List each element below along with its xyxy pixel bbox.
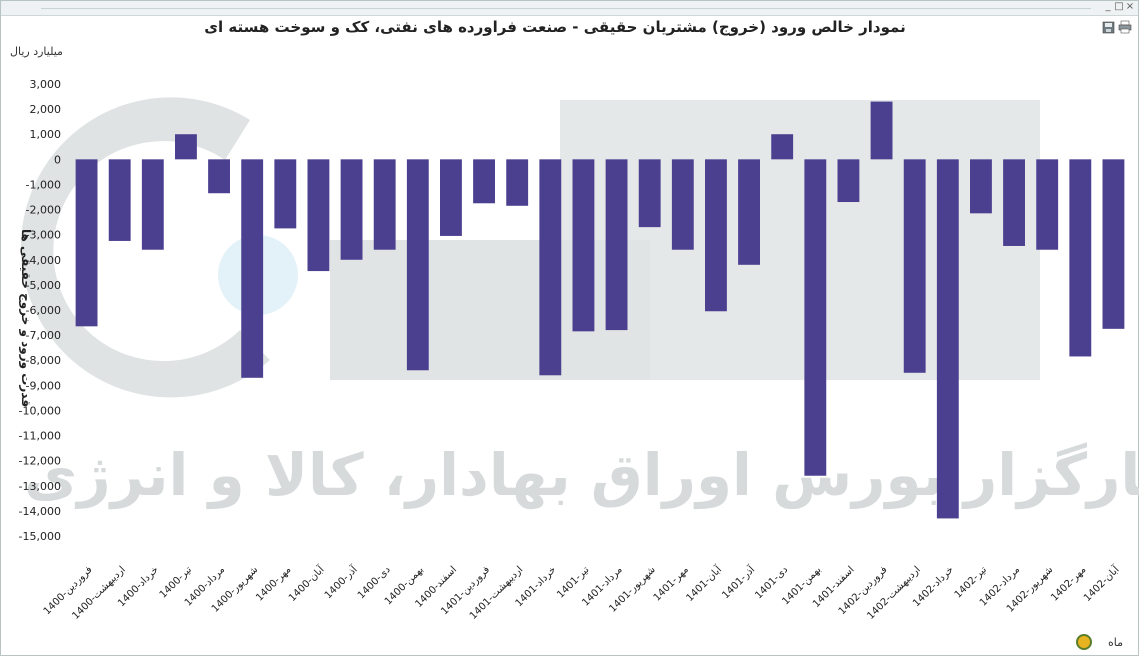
bar[interactable] [837,159,860,203]
save-icon[interactable] [1102,20,1116,34]
bar[interactable] [473,159,495,204]
y-tick-label: -12,000 [19,455,61,468]
y-tick-label: -9,000 [26,379,61,392]
bar[interactable] [506,159,529,206]
y-tick-label: 3,000 [30,78,62,91]
period-label[interactable]: ماه [1108,636,1124,649]
x-tick-label: 1402-آبان [1081,562,1123,604]
bar[interactable] [141,159,164,250]
bar[interactable] [738,159,760,265]
y-tick-label: -2,000 [26,204,61,217]
bar[interactable] [936,159,959,519]
bar[interactable] [572,159,595,332]
y-tick-label: -7,000 [26,329,61,342]
y-tick-label: -6,000 [26,304,61,317]
bar[interactable] [870,101,893,160]
bar[interactable] [175,134,197,160]
refresh-icon[interactable] [1076,634,1092,650]
bar[interactable] [241,159,264,378]
x-tick-label: 1401-آذر [719,562,758,601]
bar[interactable] [970,159,992,214]
bar[interactable] [771,134,794,160]
x-tick-label: 1400-آبان [286,562,328,604]
y-tick-label: -13,000 [19,480,61,493]
bar[interactable] [705,159,727,312]
y-tick-label: -8,000 [26,354,61,367]
bar[interactable] [75,159,98,327]
unit-label: میلیارد ریال [10,45,63,58]
x-tick-label: 1401-آبان [683,562,725,604]
bar[interactable] [373,159,396,250]
y-tick-label: -11,000 [19,430,61,443]
minimize-icon[interactable]: _ [1105,1,1111,12]
print-icon[interactable] [1118,20,1132,34]
bar[interactable] [307,159,330,272]
y-tick-label: -3,000 [26,229,61,242]
chart-title: نمودار خالص ورود (خروج) مشتریان حقیقی - … [204,18,906,36]
y-tick-label: 1,000 [30,128,62,141]
watermark-logo-block [560,100,1040,380]
y-tick-label: -10,000 [19,404,61,417]
close-icon[interactable]: × [1125,1,1135,12]
bar[interactable] [804,159,827,476]
y-tick-label: -5,000 [26,279,61,292]
bar[interactable] [340,159,363,260]
bar[interactable] [1003,159,1025,246]
bar[interactable] [440,159,462,236]
y-tick-label: -4,000 [26,254,61,267]
y-tick-label: -1,000 [26,178,61,191]
y-tick-label: 2,000 [30,103,62,116]
bar[interactable] [1102,159,1125,329]
bar[interactable] [539,159,562,376]
bar[interactable] [274,159,297,229]
y-axis-label: قدرت ورود و خروج حقیقی ها [18,229,33,407]
bar[interactable] [638,159,661,228]
bar[interactable] [1036,159,1059,250]
title-bar-grip [41,8,1091,9]
watermark-text: کارگزار بورس اوراق بهادار، کالا و انرژی [24,441,1139,510]
y-tick-label: -15,000 [19,530,61,543]
y-tick-label: -14,000 [19,505,61,518]
bar[interactable] [208,159,230,194]
y-tick-label: 0 [54,153,61,166]
x-tick-label: 1400-آذر [321,562,360,601]
maximize-icon[interactable]: □ [1114,1,1124,12]
bar[interactable] [406,159,429,371]
bar[interactable] [108,159,131,241]
window-title-bar[interactable] [1,1,1138,16]
bar[interactable] [903,159,926,373]
bar[interactable] [605,159,628,331]
bar[interactable] [1069,159,1092,357]
bar[interactable] [671,159,694,250]
